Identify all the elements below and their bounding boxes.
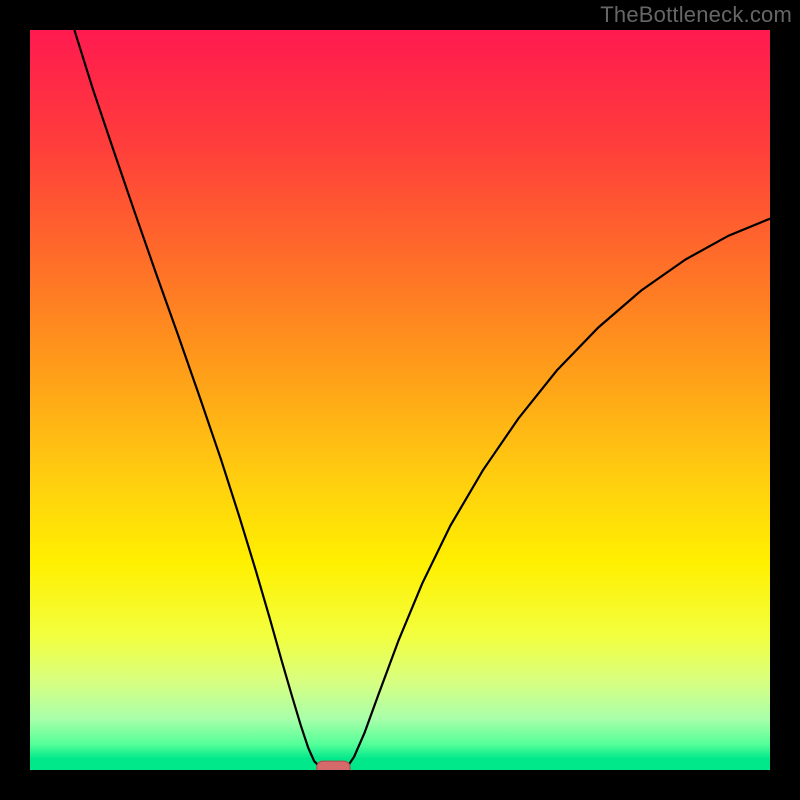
plot-area (30, 30, 770, 774)
gradient-background (30, 30, 770, 770)
bottleneck-chart (0, 0, 800, 800)
chart-stage: TheBottleneck.com (0, 0, 800, 800)
watermark-text: TheBottleneck.com (600, 2, 792, 28)
